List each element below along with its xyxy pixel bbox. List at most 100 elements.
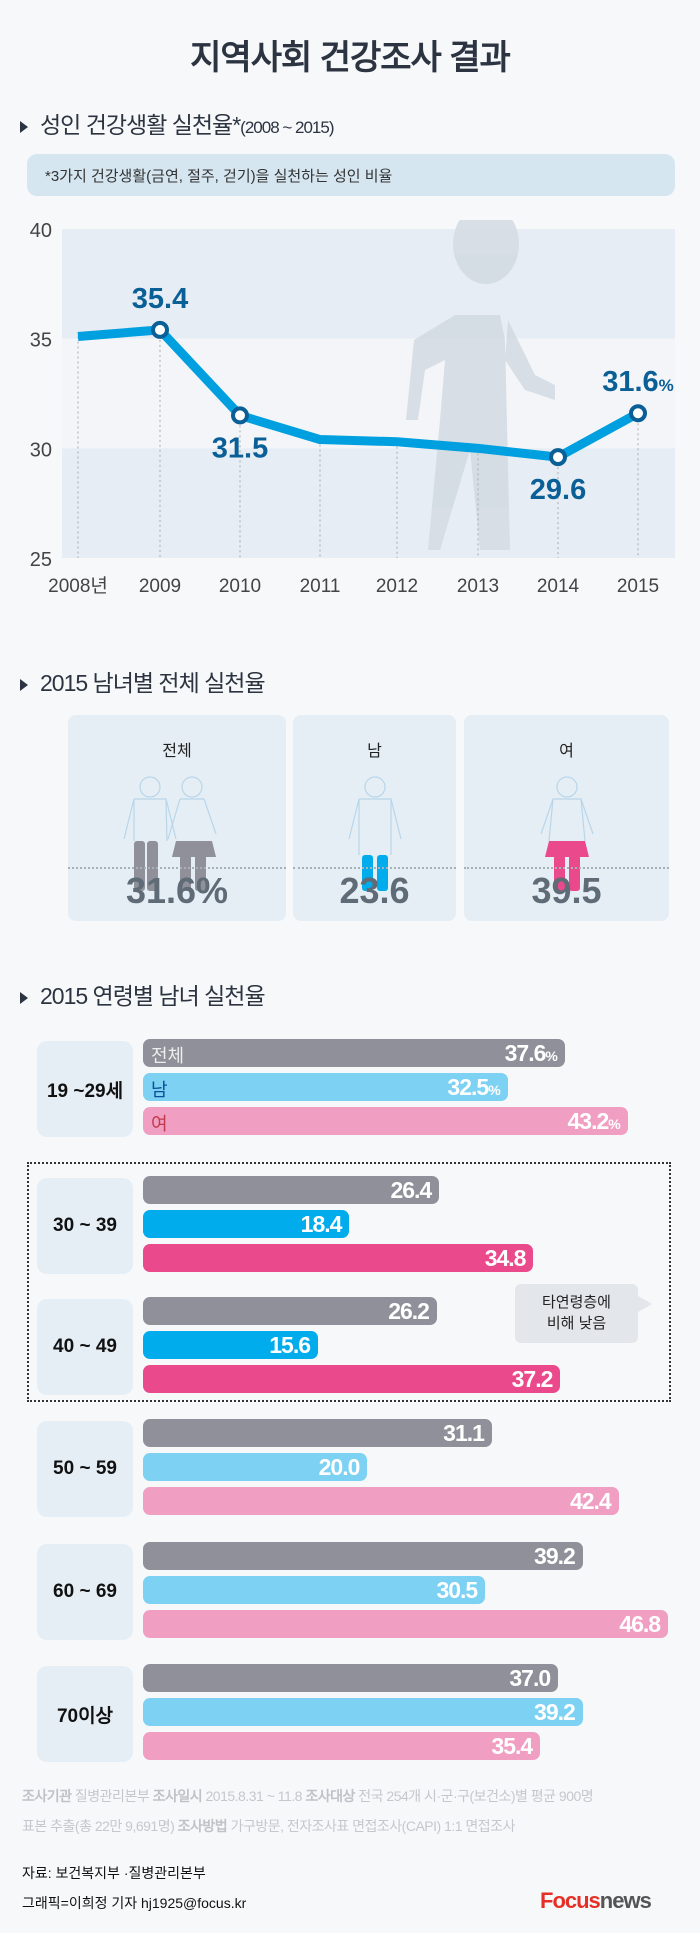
callout-line: 비해 낮음 (546, 1315, 607, 1332)
survey-info-line2: 표본 추출(총 22만 9,691명) 조사방법 가구방문, 전자조사표 면접조… (22, 1816, 515, 1836)
data-point (151, 320, 169, 339)
callout-line: 타연령층에 (541, 1294, 611, 1311)
bar-value: 32.5% (447, 1074, 500, 1100)
data-point (231, 406, 249, 425)
woman-icon (539, 776, 594, 891)
info-key: 조사방법 (177, 1818, 228, 1834)
survey-info-line1: 조사기관 질병관리본부 조사일시 2015.8.31 ~ 11.8 조사대상 전… (22, 1786, 594, 1806)
bar-female: 46.8 (143, 1610, 669, 1638)
bar-female: 35.4 (143, 1732, 541, 1760)
card-female: 여 39.5 (464, 715, 669, 921)
card-value: 31.6% (125, 870, 229, 911)
x-tick-label: 2015 (617, 576, 659, 597)
band (62, 448, 675, 558)
page-title: 지역사회 건강조사 결과 (190, 39, 511, 77)
bar-female: 34.8 (143, 1244, 534, 1272)
band (62, 229, 675, 339)
x-tick-label: 2009 (139, 576, 181, 597)
couple-icon (123, 776, 217, 891)
card-value: 39.5 (531, 870, 602, 911)
divider (464, 867, 669, 869)
bar-male: 30.5 (143, 1576, 486, 1604)
age-group-label: 60 ~ 69 (37, 1544, 133, 1640)
bar-value: 30.5 (436, 1577, 478, 1603)
bar-value: 18.4 (300, 1211, 343, 1237)
bar-male: 남 32.5% (143, 1073, 508, 1101)
bar-value: 37.0 (509, 1665, 551, 1691)
info-value: 가구방문, 전자조사표 면접조사(CAPI) 1:1 면접조사 (230, 1818, 516, 1834)
data-label: 29.6 (530, 474, 586, 506)
bar-value: 37.6% (504, 1040, 558, 1066)
bar-value: 43.2% (567, 1108, 620, 1134)
section-title-text: 2015 연령별 남녀 실천율 (40, 983, 266, 1009)
triangle-bullet-icon (20, 678, 28, 691)
logo-text: Focus (540, 1888, 601, 1913)
info-value: 표본 추출(총 22만 9,691명) (22, 1818, 175, 1834)
card-male: 남 23.6 (293, 715, 456, 921)
focusnews-logo: Focusnews (540, 1888, 652, 1914)
footnote-box: *3가지 건강생활(금연, 절주, 걷기)을 실천하는 성인 비율 (27, 154, 675, 196)
x-tick-label: 2008년 (48, 575, 108, 597)
source: 자료: 보건복지부 ·질병관리본부 (22, 1865, 206, 1881)
bar-value: 31.1 (443, 1420, 485, 1446)
bar-male: 20.0 (143, 1453, 368, 1481)
bar-value: 26.2 (388, 1298, 430, 1324)
series-label: 남 (151, 1080, 168, 1100)
section-title-trend: 성인 건강생활 실천율*(2008 ~ 2015) (20, 106, 335, 140)
bar-value: 39.2 (534, 1543, 576, 1569)
line-chart: 40 35 30 25 2008년 2009 2010 2011 2012 2013 2014 201… (30, 220, 675, 597)
series-label: 전체 (151, 1046, 185, 1066)
age-group-label: 50 ~ 59 (37, 1421, 133, 1517)
bar-male: 39.2 (143, 1698, 583, 1726)
triangle-bullet-icon (20, 991, 28, 1004)
bar-value: 35.4 (491, 1733, 533, 1759)
bar-total: 39.2 (143, 1542, 583, 1570)
card-label: 남 (367, 743, 382, 760)
logo-text: news (599, 1888, 652, 1913)
info-key: 조사일시 (152, 1788, 203, 1804)
y-tick-label: 35 (30, 330, 52, 352)
section-title-text: 성인 건강생활 실천율* (40, 112, 241, 138)
bar-value: 15.6 (269, 1332, 311, 1358)
series-label: 여 (151, 1114, 168, 1134)
age-group-label: 19 ~29세 (37, 1041, 133, 1137)
bar-value: 34.8 (484, 1245, 527, 1271)
bar-male: 15.6 (143, 1331, 319, 1359)
info-value: 2015.8.31 ~ 11.8 (205, 1788, 303, 1804)
bar-total: 37.0 (143, 1664, 559, 1692)
card-label: 전체 (162, 743, 192, 760)
bar-value: 37.2 (511, 1366, 554, 1392)
x-tick-label: 2012 (376, 576, 418, 597)
section-title-gender: 2015 남녀별 전체 실천율 (20, 664, 266, 698)
data-point (549, 448, 567, 467)
info-key: 조사대상 (305, 1788, 355, 1804)
divider (68, 867, 286, 869)
walking-person-icon (406, 220, 555, 550)
section-title-age: 2015 연령별 남녀 실천율 (20, 977, 266, 1011)
card-label: 여 (559, 743, 574, 760)
credit: 그래픽=이희정 기자 hj1925@focus.kr (22, 1895, 247, 1911)
x-tick-label: 2011 (300, 576, 341, 597)
bar-total: 26.4 (143, 1176, 440, 1204)
section-range: (2008 ~ 2015) (240, 118, 334, 137)
bar-female: 42.4 (143, 1487, 619, 1515)
bar-value: 26.4 (390, 1177, 432, 1203)
data-label: 35.4 (132, 283, 188, 315)
card-value: 23.6 (339, 870, 410, 911)
bar-female: 여 43.2% (143, 1107, 628, 1135)
band (62, 338, 675, 449)
bar-female: 37.2 (143, 1365, 561, 1393)
bar-value: 39.2 (534, 1699, 576, 1725)
y-tick-label: 30 (30, 439, 52, 461)
age-group-label: 30 ~ 39 (37, 1178, 133, 1274)
bar-value: 46.8 (619, 1611, 661, 1637)
divider (293, 867, 456, 869)
x-tick-label: 2010 (219, 576, 261, 597)
y-tick-label: 40 (30, 220, 52, 242)
bar-total: 26.2 (143, 1297, 437, 1325)
bar-total: 전체 37.6% (143, 1039, 565, 1067)
section-title-text: 2015 남녀별 전체 실천율 (40, 670, 266, 696)
age-group-label: 40 ~ 49 (37, 1299, 133, 1395)
bar-value: 42.4 (569, 1488, 612, 1514)
